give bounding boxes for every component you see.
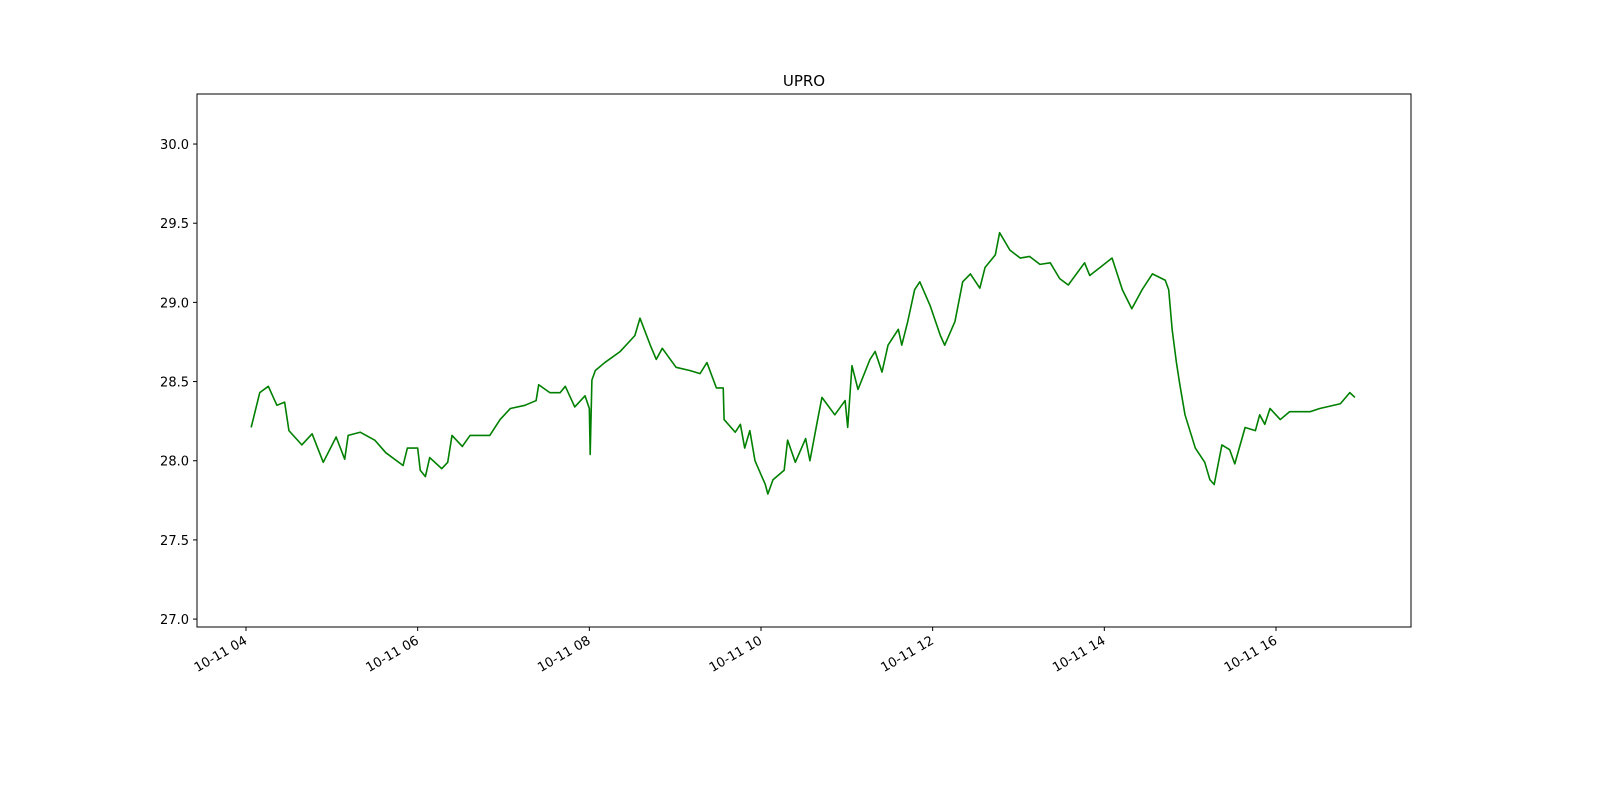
y-tick-label: 29.0 xyxy=(160,296,189,311)
y-tick-label: 29.5 xyxy=(160,217,189,232)
y-tick-label: 28.5 xyxy=(160,376,189,391)
price-line xyxy=(250,231,1356,495)
y-tick-label: 27.5 xyxy=(160,534,189,549)
chart-title: UPRO xyxy=(783,72,825,90)
plot-frame xyxy=(196,93,1412,628)
y-tick-label: 28.0 xyxy=(160,455,189,470)
y-tick-label: 27.0 xyxy=(160,613,189,628)
y-tick-label: 30.0 xyxy=(160,138,189,153)
